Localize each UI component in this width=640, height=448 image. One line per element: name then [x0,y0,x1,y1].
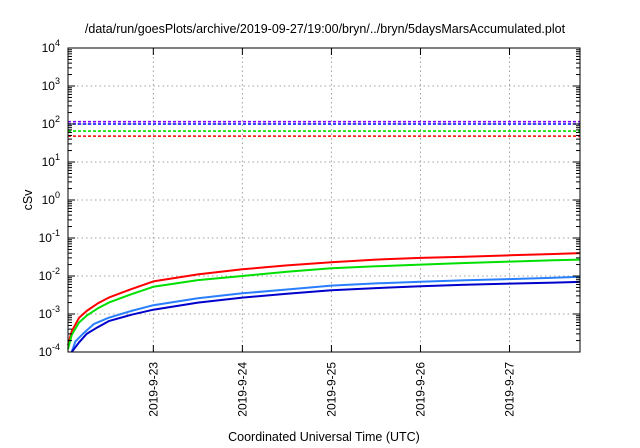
x-tick-label: 2019-9-27 [503,362,517,417]
x-tick-label: 2019-9-24 [235,362,249,417]
y-tick-label: 101 [42,152,60,169]
y-tick-label: 102 [42,114,60,131]
y-tick-label: 10-4 [39,342,60,359]
y-tick-label: 10-2 [39,266,60,283]
y-tick-label: 100 [42,190,60,207]
series-line [67,258,581,350]
series-line [67,252,581,346]
grid-lines [68,48,580,352]
threshold-lines [68,120,580,137]
y-tick-label: 10-3 [39,304,60,321]
series-line [70,275,581,353]
series-line [70,280,581,353]
x-tick-label: 2019-9-25 [324,362,338,417]
x-axis-ticks: 2019-9-23 2019-9-24 2019-9-25 2019-9-26 2019… [146,48,517,417]
data-series [67,252,581,353]
y-axis-ticks: 10-4 10-3 10-2 10-1 100 101 102 103 104 [39,38,580,359]
y-tick-label: 10-1 [39,228,60,245]
y-axis-label: cSv [21,189,35,211]
y-tick-label: 103 [42,76,60,93]
x-tick-label: 2019-9-26 [413,362,427,417]
x-axis-label: Coordinated Universal Time (UTC) [228,430,420,444]
x-tick-label: 2019-9-23 [146,362,160,417]
y-tick-label: 104 [42,38,60,55]
chart-title: /data/run/goesPlots/archive/2019-09-27/1… [85,22,566,36]
